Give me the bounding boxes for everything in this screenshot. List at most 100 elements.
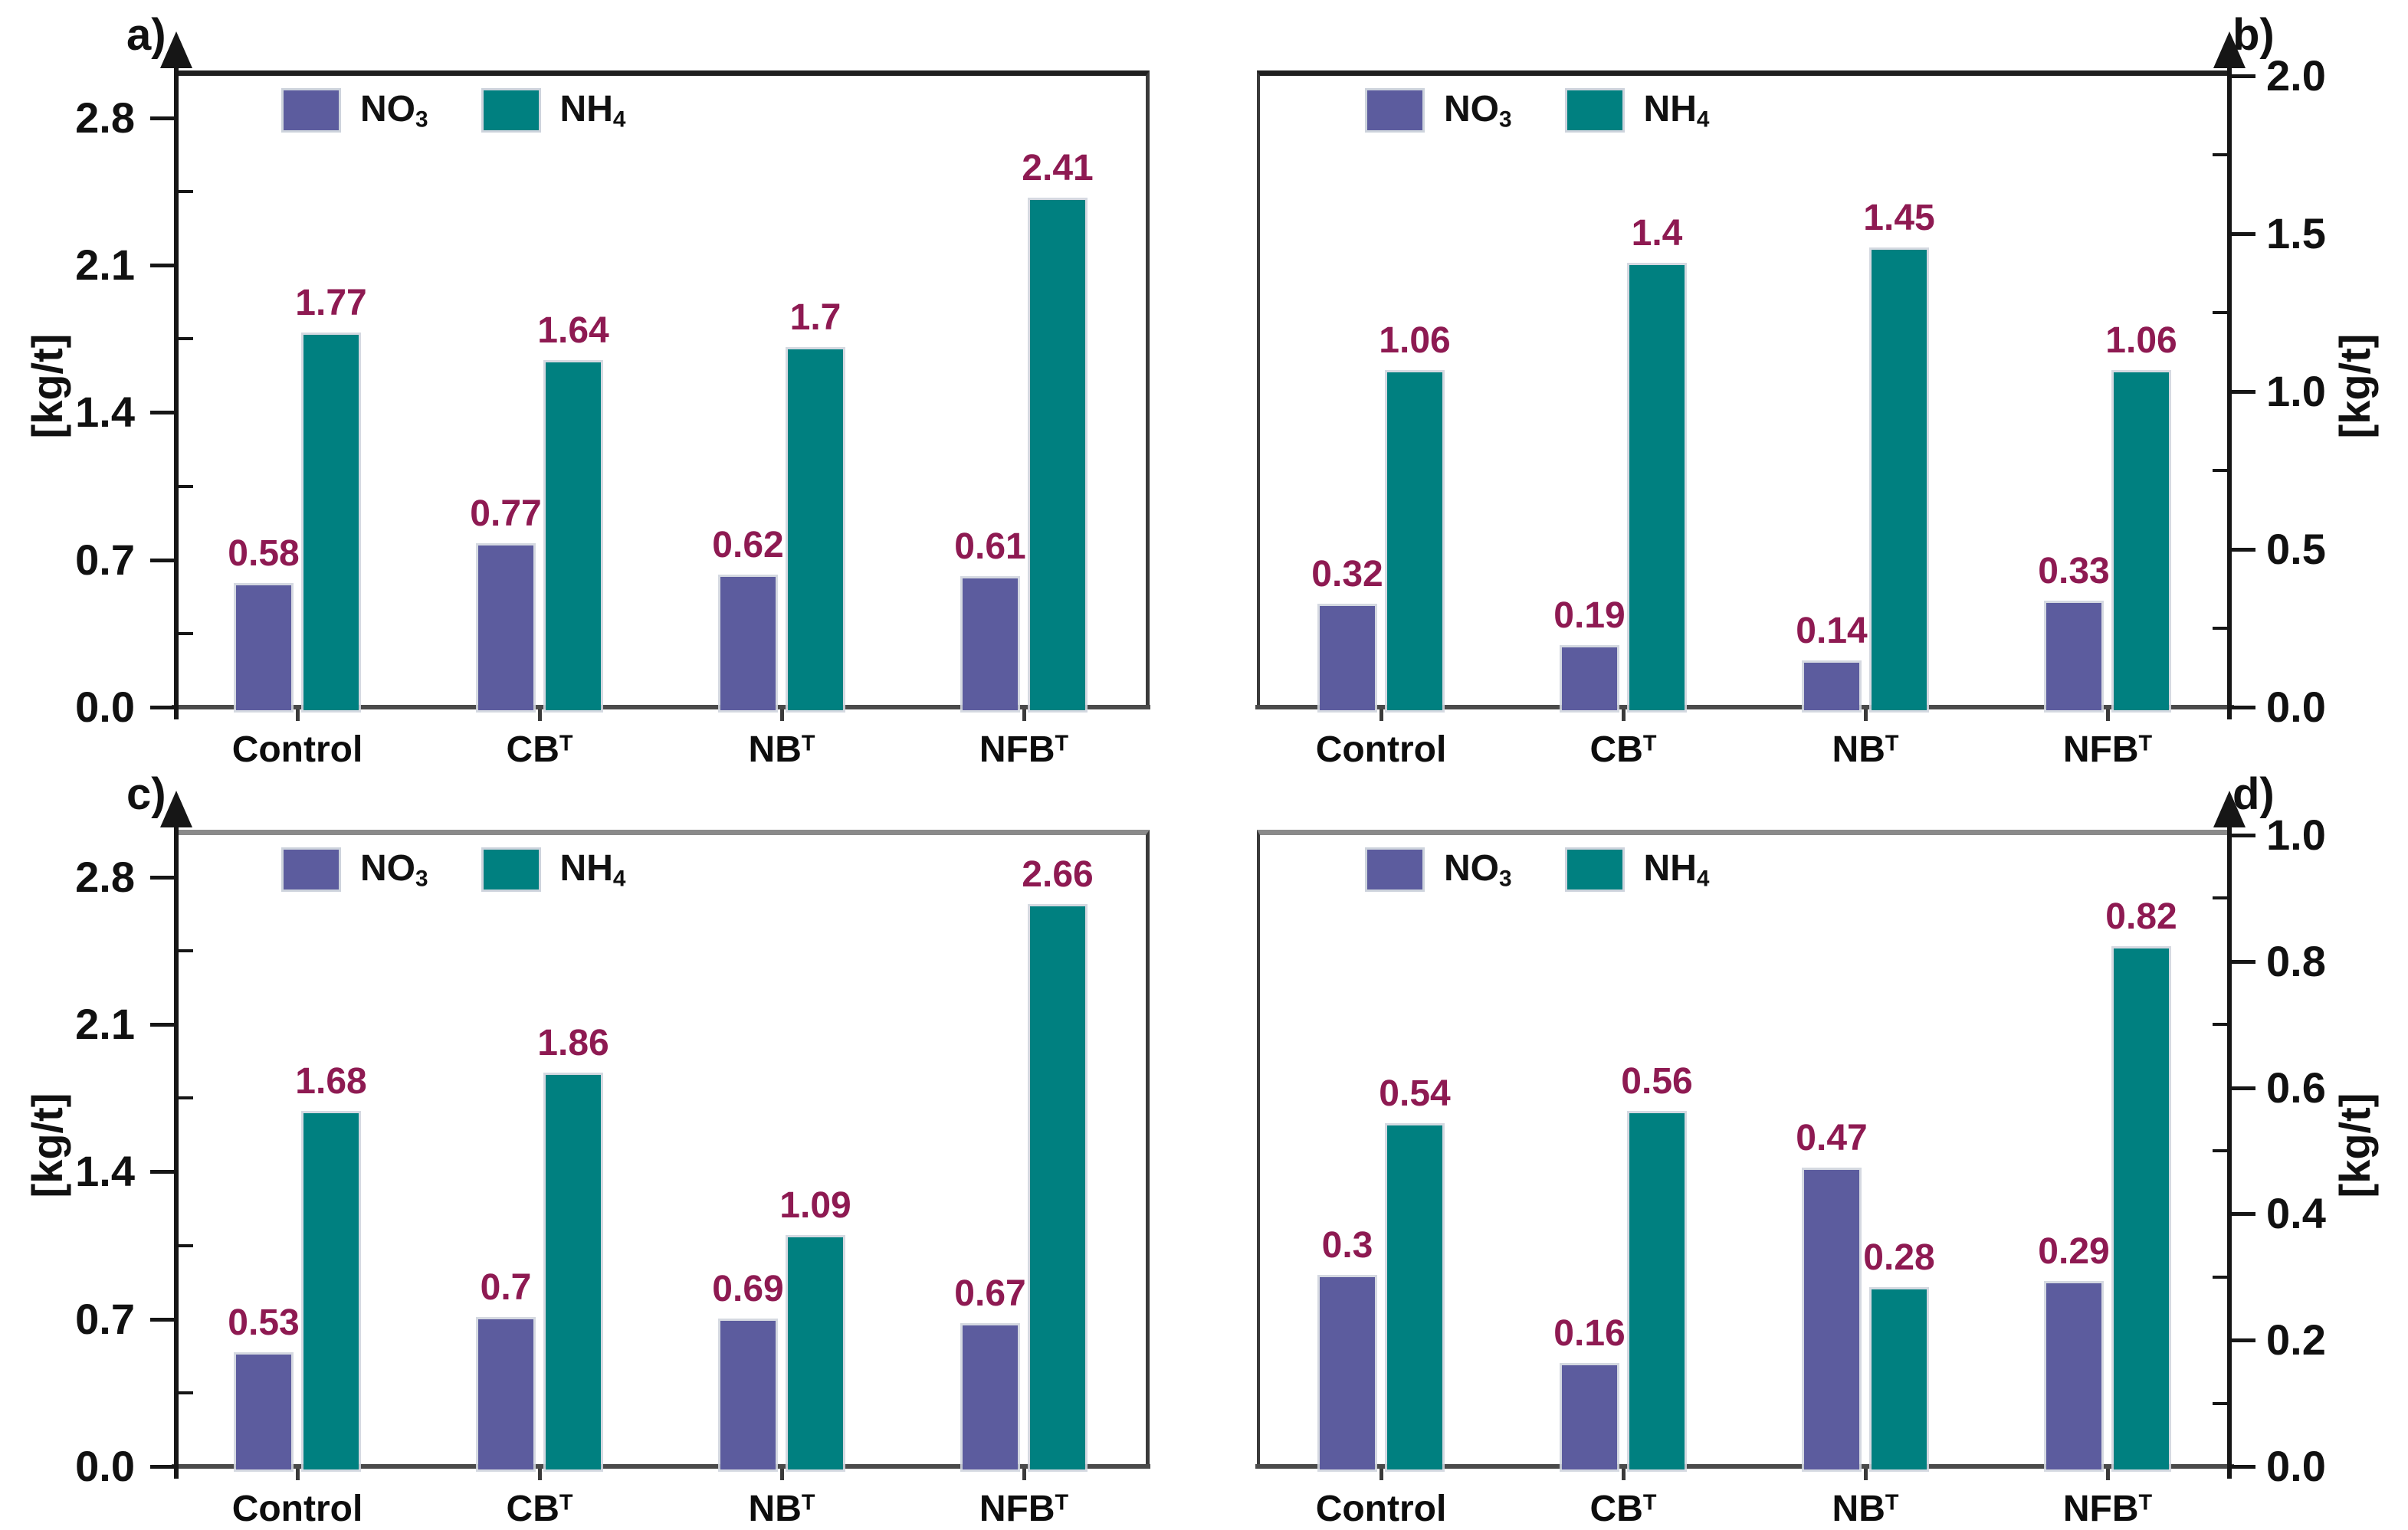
y-minor-tick: [178, 1096, 193, 1100]
y-minor-tick: [2213, 1401, 2228, 1405]
legend-label-subscript: 4: [1696, 106, 1710, 133]
y-tick-label: 0.2: [2266, 1315, 2326, 1365]
bar-value-label: 0.32: [1311, 554, 1383, 595]
bar-no3: [476, 1316, 536, 1473]
y-minor-tick: [2213, 469, 2228, 472]
y-axis-line: [2227, 56, 2232, 719]
y-minor-tick: [178, 1243, 193, 1247]
legend-swatch-no3: [1365, 847, 1425, 893]
bar-value-label: 0.58: [228, 532, 300, 574]
legend-label-no3: NO3: [360, 89, 428, 133]
category-label: NBT: [748, 1489, 815, 1529]
x-category-tick: [1380, 709, 1383, 721]
y-major-tick: [2229, 1465, 2255, 1469]
y-tick-label: 0.7: [75, 535, 135, 584]
y-major-tick: [2229, 548, 2255, 552]
y-axis-line: [174, 815, 179, 1479]
category-label-superscript: T: [559, 731, 573, 756]
bar-no3: [960, 1322, 1020, 1473]
category-label: NFBT: [979, 729, 1069, 770]
legend-item-no3: NO3: [1365, 847, 1512, 893]
bar-value-label: 0.29: [2038, 1231, 2110, 1273]
legend-label-subscript: 4: [612, 106, 626, 133]
bar-no3: [718, 1319, 778, 1472]
y-major-tick: [150, 558, 176, 562]
y-tick-label: 2.1: [75, 1000, 135, 1049]
bar-value-label: 0.67: [954, 1273, 1026, 1314]
y-major-tick: [150, 1465, 176, 1469]
y-tick-label: 2.0: [2266, 51, 2326, 100]
bar-nh4: [1869, 1287, 1929, 1472]
plot-area-b: 2.0 1.5 1.0 0.5 0.0 NO3 NH4 Control 0.32 1.06 CBT 0…: [1255, 31, 2326, 770]
category-label: NFBT: [2062, 729, 2153, 770]
y-minor-tick: [2213, 1149, 2228, 1152]
bar-value-label: 0.53: [228, 1302, 300, 1344]
legend: NO3 NH4: [281, 847, 626, 893]
x-category-tick: [1864, 709, 1868, 721]
y-major-tick: [150, 116, 176, 120]
legend-label-subscript: 3: [1499, 106, 1512, 133]
y-tick-label: 1.4: [75, 1147, 135, 1196]
bar-value-label: 0.77: [470, 493, 542, 534]
bar-value-label: 1.4: [1631, 213, 1683, 254]
y-axis-arrow-icon: [2213, 31, 2246, 68]
y-tick-label: 0.6: [2266, 1063, 2326, 1112]
legend-swatch-nh4: [1564, 847, 1625, 893]
legend: NO3 NH4: [1365, 88, 1710, 133]
x-axis-line: [172, 1464, 1150, 1469]
legend-swatch-nh4: [1564, 88, 1625, 133]
category-label: CBT: [506, 1489, 573, 1529]
y-minor-tick: [2213, 153, 2228, 156]
y-minor-tick: [2213, 1023, 2228, 1027]
x-category-tick: [538, 709, 542, 721]
x-category-tick: [1622, 709, 1626, 721]
legend-label-nh4: NH4: [1643, 848, 1710, 892]
bar-value-label: 0.19: [1553, 595, 1626, 636]
y-tick-label: 0.0: [2266, 683, 2326, 731]
legend-swatch-nh4: [481, 847, 541, 893]
y-tick-label: 2.8: [75, 852, 135, 901]
category-label-superscript: T: [801, 731, 815, 756]
bar-no3: [234, 582, 294, 713]
legend-label-subscript: 4: [612, 866, 626, 892]
x-category-tick: [538, 1469, 542, 1480]
panel-a: a) [kg/t] 2.8 2.1 1.4 0.7 0.0 NO3 NH4 Control 0.…: [0, 0, 1204, 770]
x-category-tick: [296, 709, 300, 721]
x-axis-line: [1255, 705, 2234, 709]
category-label: Control: [1315, 729, 1447, 770]
category-label-superscript: T: [559, 1490, 573, 1515]
y-minor-tick: [178, 484, 193, 488]
y-tick-label: 0.0: [75, 1442, 135, 1490]
bar-nh4: [301, 332, 361, 713]
y-major-tick: [2229, 1338, 2255, 1343]
bar-nh4: [1385, 1123, 1445, 1472]
bar-value-label: 1.7: [789, 297, 841, 339]
bar-no3: [1317, 1274, 1377, 1473]
y-major-tick: [150, 875, 176, 880]
x-category-tick: [780, 709, 784, 721]
x-category-tick: [2106, 1469, 2110, 1480]
category-label-superscript: T: [1885, 1490, 1899, 1515]
y-minor-tick: [2213, 1275, 2228, 1279]
bar-nh4: [786, 1234, 845, 1473]
bar-value-label: 0.69: [712, 1269, 784, 1310]
y-tick-label: 0.0: [2266, 1442, 2326, 1490]
bar-value-label: 1.86: [537, 1023, 609, 1064]
y-minor-tick: [2213, 311, 2228, 314]
bar-value-label: 0.54: [1379, 1073, 1451, 1115]
bar-no3: [1560, 1363, 1619, 1472]
category-label: NBT: [1832, 1489, 1899, 1529]
bar-value-label: 0.7: [480, 1266, 532, 1308]
y-major-tick: [150, 264, 176, 268]
y-minor-tick: [2213, 896, 2228, 900]
y-tick-label: 1.0: [2266, 811, 2326, 859]
x-category-tick: [1622, 1469, 1626, 1480]
bar-no3: [718, 574, 778, 713]
legend-label-no3: NO3: [1444, 848, 1512, 892]
bar-no3: [1802, 1167, 1862, 1473]
y-axis-arrow-icon: [160, 791, 192, 827]
panel-d: d) [kg/t] 1.0 0.8 0.6 0.4 0.2 0.0 NO3 NH4 Contro…: [1204, 759, 2408, 1529]
category-label-superscript: T: [1055, 731, 1069, 756]
legend-label-subscript: 4: [1696, 866, 1710, 892]
